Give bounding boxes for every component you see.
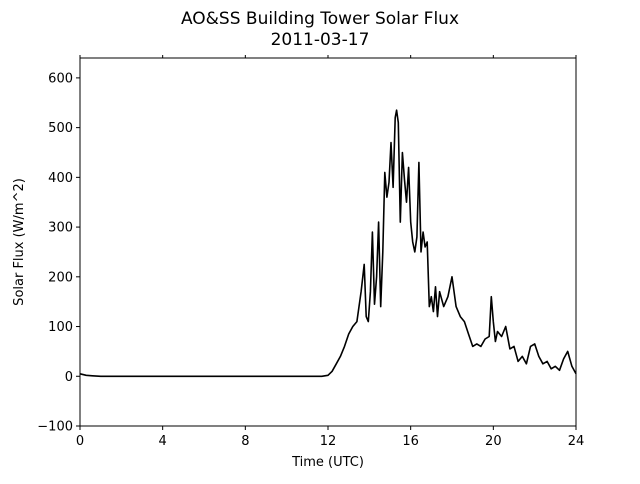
x-axis-ticks: 0 4 8 12 16 20 24 <box>76 55 584 449</box>
chart-title: AO&SS Building Tower Solar Flux <box>181 9 459 29</box>
x-tick-label: 20 <box>485 434 502 449</box>
x-axis-label: Time (UTC) <box>291 455 364 470</box>
y-tick-label: 400 <box>48 171 73 186</box>
y-tick-label: 300 <box>48 221 73 236</box>
x-tick-label: 24 <box>568 434 585 449</box>
solar-flux-line <box>79 109 577 378</box>
y-tick-label: 200 <box>48 270 73 285</box>
x-tick-label: 4 <box>159 434 167 449</box>
y-tick-label: 600 <box>48 71 73 86</box>
y-tick-label: 500 <box>48 121 73 136</box>
plot-frame <box>79 57 577 427</box>
x-tick-label: 12 <box>320 434 337 449</box>
y-axis-ticks: −100 0 100 200 300 400 500 600 <box>37 71 80 435</box>
y-tick-label: 0 <box>65 370 73 385</box>
x-tick-label: 0 <box>76 434 84 449</box>
y-tick-label: 100 <box>48 320 73 335</box>
x-tick-label: 16 <box>402 434 419 449</box>
chart-subtitle: 2011-03-17 <box>271 30 370 50</box>
y-axis-label: Solar Flux (W/m^2) <box>12 178 27 306</box>
y-tick-label: −100 <box>37 420 73 435</box>
x-tick-label: 8 <box>241 434 249 449</box>
